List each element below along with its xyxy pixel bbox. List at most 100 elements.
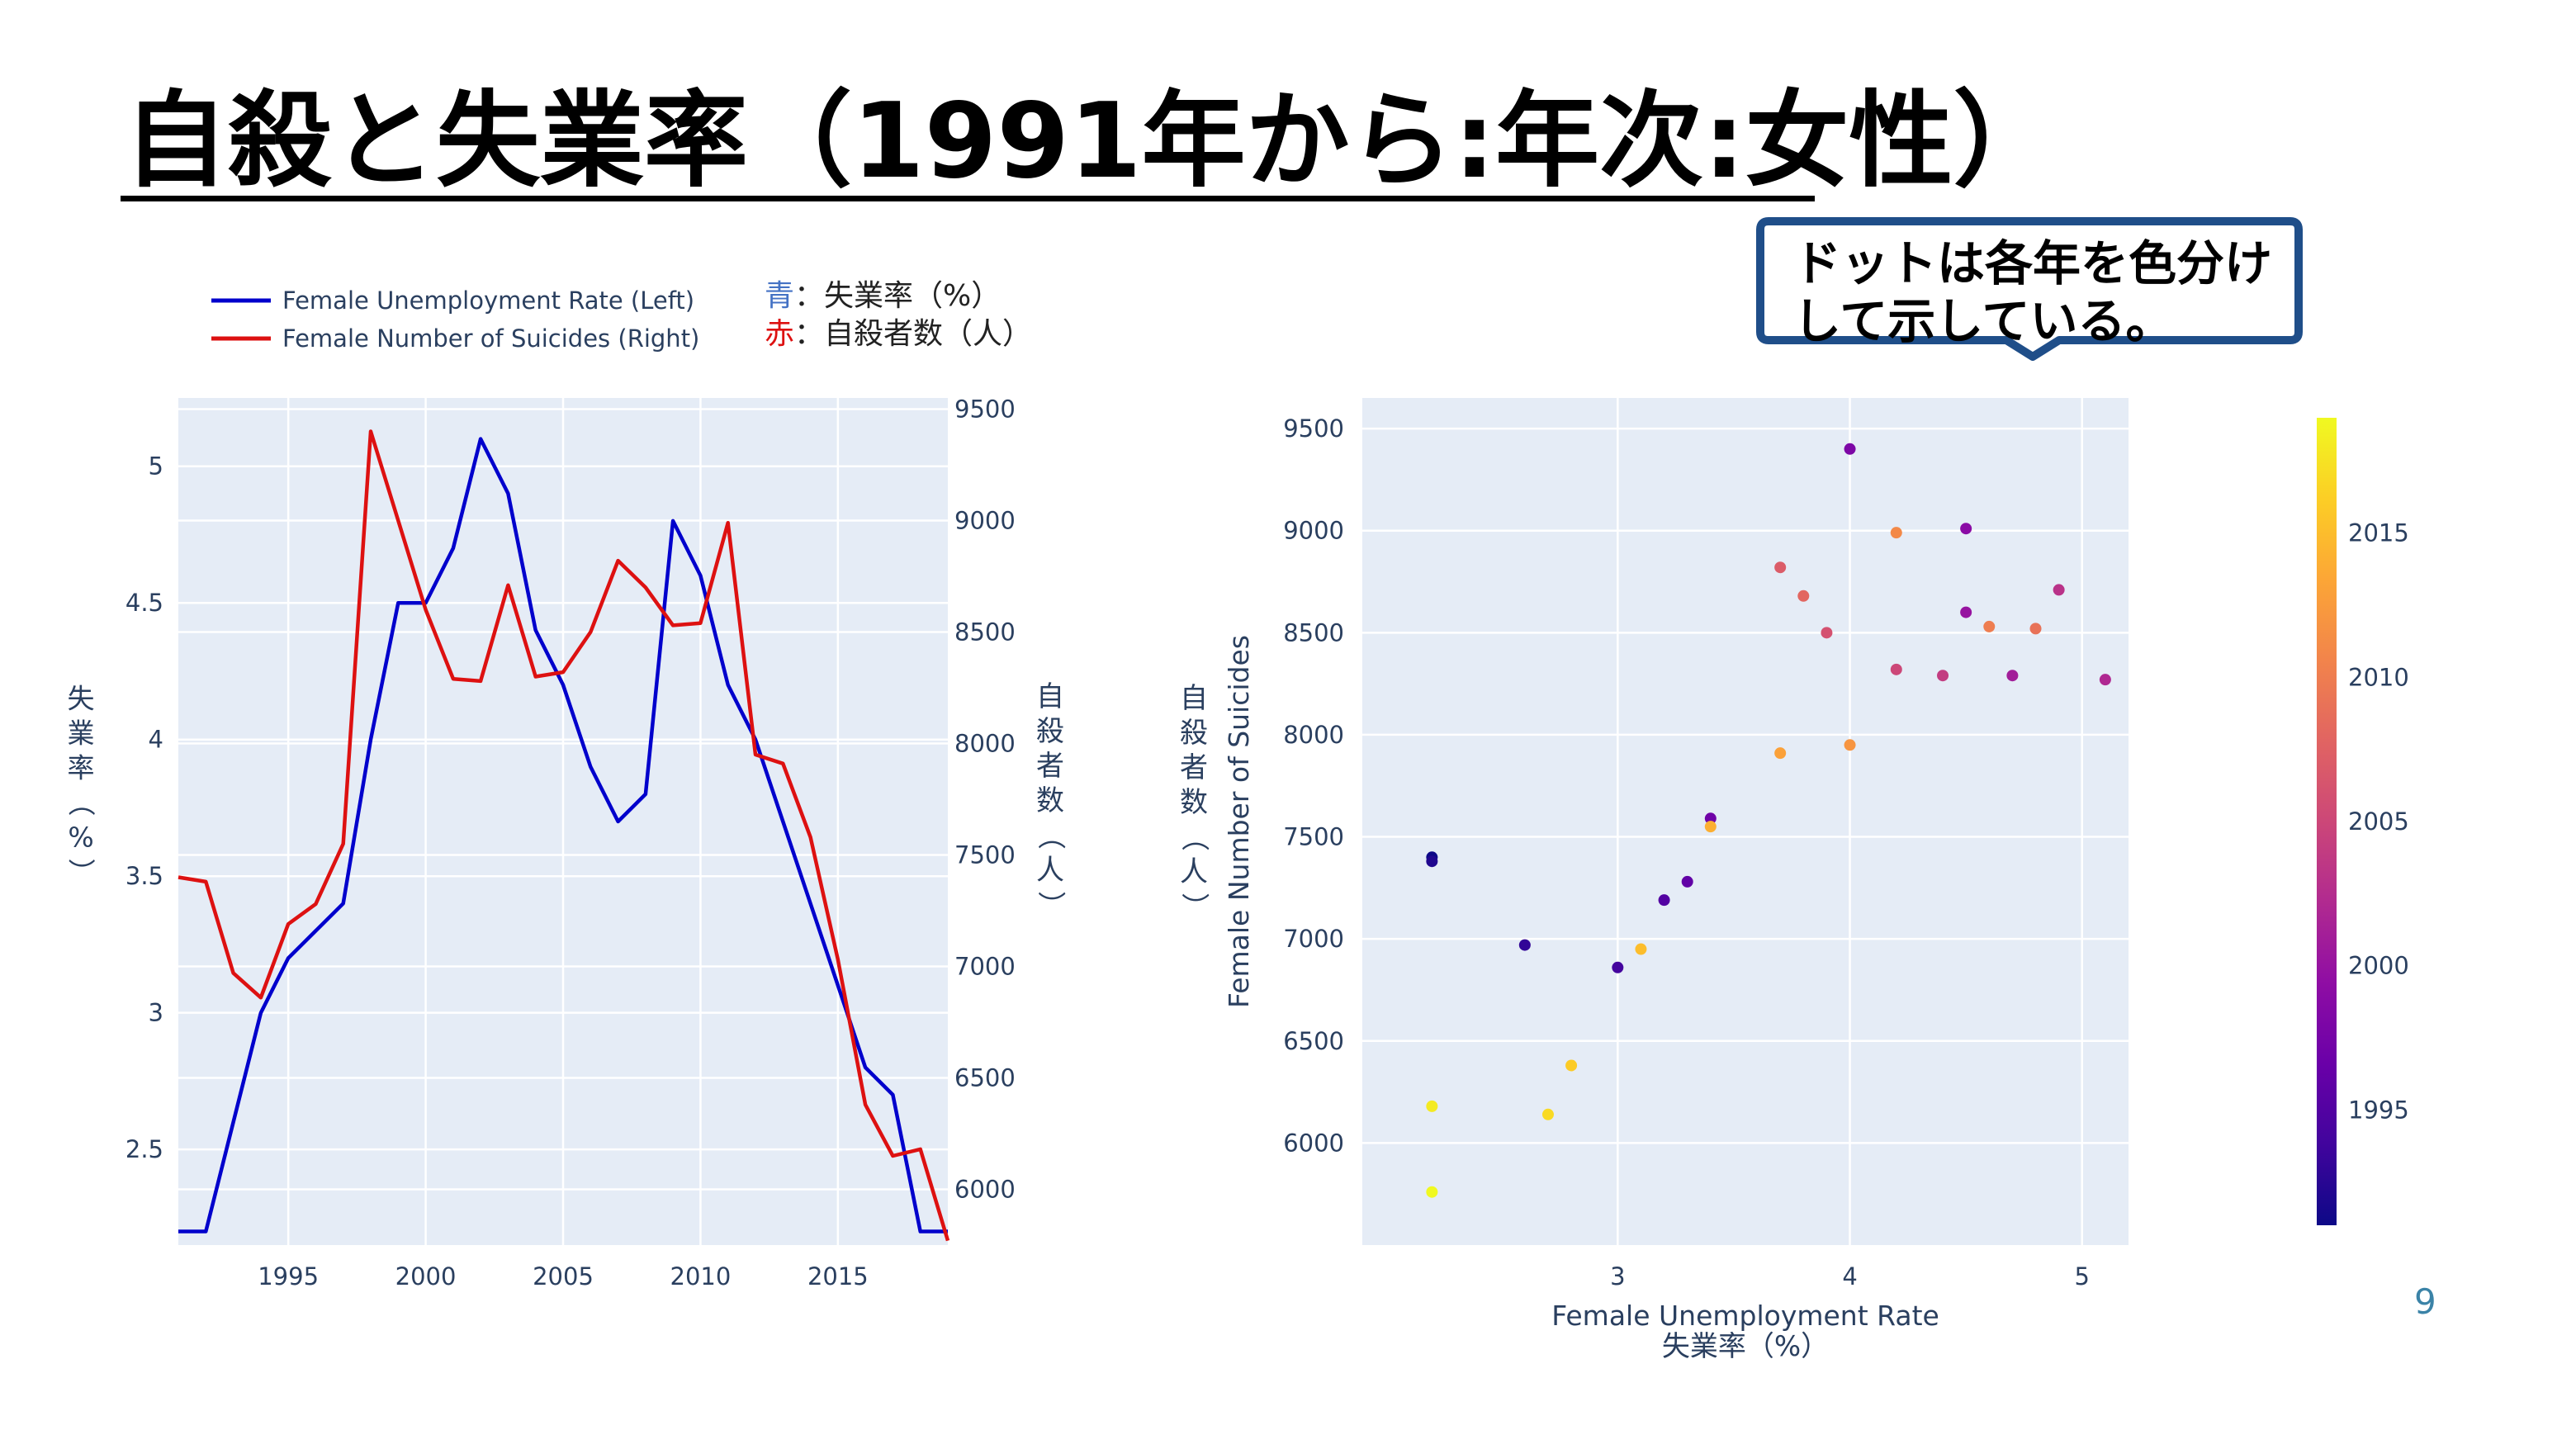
- y-left-axis-label-char: ）: [65, 859, 97, 886]
- y-right-tick-label: 7500: [954, 841, 1016, 869]
- annotation-red-text: ：自殺者数（人）: [794, 317, 1032, 351]
- scatter-point: [1426, 855, 1438, 868]
- annotation-red-key: 赤: [765, 317, 794, 351]
- x-tick-label: 2015: [807, 1262, 869, 1290]
- y-right-axis-label-char: 殺: [1036, 715, 1064, 748]
- x-tick-label: 4: [1842, 1262, 1857, 1290]
- y-right-tick-label: 7000: [954, 953, 1016, 981]
- y-axis-sublabel-char: ）: [1177, 893, 1210, 921]
- y-right-tick-label: 8500: [954, 618, 1016, 646]
- y-right-tick-label: 6500: [954, 1064, 1016, 1092]
- x-tick-label: 2000: [395, 1262, 457, 1290]
- scatter-point: [1960, 523, 1972, 535]
- y-left-axis-label-char: %: [68, 822, 93, 854]
- y-left-tick-label: 3.5: [125, 862, 163, 890]
- y-left-tick-label: 2.5: [125, 1135, 163, 1163]
- scatter-point: [1612, 961, 1624, 973]
- scatter-point: [1518, 939, 1531, 951]
- y-right-axis-label-char: （: [1034, 822, 1067, 850]
- y-right-tick-label: 9000: [954, 507, 1016, 535]
- y-left-tick-label: 5: [149, 452, 163, 481]
- annotation-blue: 青：失業率（%）: [765, 279, 1001, 313]
- scatter-point: [1983, 620, 1996, 632]
- page-number: 9: [2414, 1281, 2436, 1322]
- x-axis-label: Female Unemployment Rate: [1551, 1300, 1939, 1332]
- y-axis-sublabel-char: 者: [1180, 751, 1208, 784]
- scatter-point: [2053, 584, 2065, 596]
- legend-entry: Female Number of Suicides (Right): [282, 324, 699, 353]
- y-tick-label: 9500: [1283, 414, 1344, 443]
- annotation-blue-text: ：失業率（%）: [794, 279, 1001, 313]
- scatter-point: [1565, 1059, 1578, 1072]
- annotation-red: 赤：自殺者数（人）: [765, 317, 1032, 351]
- scatter-point: [1704, 812, 1717, 825]
- y-left-tick-label: 4: [149, 726, 163, 754]
- y-right-axis-label-char: ）: [1034, 891, 1067, 919]
- colorbar-tick-label: 1995: [2348, 1096, 2409, 1124]
- colorbar-tick-label: 2010: [2348, 663, 2409, 691]
- scatter-point: [1426, 1100, 1438, 1112]
- scatter-chart: 3 4 5 6000 6500 7000 7500 8000 8500 9000 9500 Femal…: [1177, 398, 2409, 1363]
- y-tick-label: 8500: [1283, 618, 1344, 646]
- y-right-axis-label-char: 者: [1036, 750, 1064, 783]
- y-right-tick-label: 6000: [954, 1176, 1016, 1204]
- scatter-point: [1658, 894, 1670, 907]
- y-left-tick-label: 3: [149, 999, 163, 1027]
- y-left-tick-label: 4.5: [125, 589, 163, 617]
- scatter-point: [1890, 527, 1902, 539]
- y-tick-label: 8000: [1283, 721, 1344, 749]
- y-right-axis-label-char: 数: [1036, 784, 1064, 817]
- x-tick-label: 2005: [533, 1262, 594, 1290]
- callout-box: [1756, 217, 2303, 361]
- y-axis-sublabel-char: 殺: [1180, 717, 1208, 750]
- y-axis-label: Female Number of Suicides: [1223, 635, 1255, 1008]
- scatter-point: [1844, 443, 1856, 455]
- x-tick-label: 3: [1610, 1262, 1625, 1290]
- y-tick-label: 7500: [1283, 823, 1344, 851]
- scatter-point: [1937, 670, 1949, 682]
- y-axis-sublabel-char: （: [1177, 823, 1210, 851]
- title-underline: [121, 196, 1815, 201]
- y-right-tick-label: 9500: [954, 395, 1016, 424]
- y-left-axis-label-char: （: [65, 789, 97, 817]
- scatter-point: [1890, 663, 1902, 675]
- scatter-point: [1821, 627, 1833, 639]
- colorbar-tick-label: 2015: [2348, 519, 2409, 547]
- colorbar: [2317, 418, 2337, 1225]
- scatter-point: [1797, 590, 1810, 602]
- y-tick-label: 6000: [1283, 1129, 1344, 1157]
- scatter-point: [1844, 739, 1856, 751]
- y-right-axis-label-char: 自: [1036, 680, 1064, 713]
- scatter-point: [2099, 674, 2111, 686]
- series-line-suicides: [178, 429, 950, 1242]
- colorbar-tick-label: 2005: [2348, 807, 2409, 836]
- scatter-point: [1774, 747, 1787, 760]
- x-tick-label: 2010: [670, 1262, 732, 1290]
- y-right-axis-label-char: 人: [1036, 854, 1064, 887]
- scatter-point: [1681, 875, 1693, 888]
- x-tick-label: 1995: [258, 1262, 319, 1290]
- x-tick-label: 5: [2075, 1262, 2090, 1290]
- slide-title: 自殺と失業率（1991年から:年次:女性）: [124, 80, 2057, 201]
- scatter-point: [2029, 623, 2042, 635]
- line-chart: 1995 2000 2005 2010 2015 2.5 3 3.5 4 4.5 5 6000 6500…: [65, 279, 1068, 1290]
- scatter-point: [1704, 821, 1717, 833]
- x-axis-sublabel: 失業率（%）: [1662, 1330, 1829, 1363]
- scatter-point: [1635, 943, 1647, 955]
- y-tick-label: 6500: [1283, 1027, 1344, 1055]
- y-axis-sublabel-char: 数: [1180, 786, 1208, 819]
- scatter-point: [2006, 670, 2019, 682]
- y-left-axis-label-char: 率: [68, 752, 95, 784]
- y-axis-sublabel-char: 自: [1180, 682, 1208, 715]
- scatter-point: [1541, 1108, 1554, 1120]
- y-right-tick-label: 8000: [954, 730, 1016, 758]
- callout-text: ドットは各年を色分けして示している。: [1793, 235, 2273, 349]
- y-left-axis-label-char: 業: [68, 717, 95, 750]
- legend-entry: Female Unemployment Rate (Left): [282, 286, 694, 315]
- y-tick-label: 9000: [1283, 517, 1344, 545]
- y-tick-label: 7000: [1283, 925, 1344, 953]
- y-left-axis-label-char: 失: [68, 683, 95, 715]
- scatter-point: [1774, 561, 1787, 574]
- annotation-blue-key: 青: [765, 279, 794, 313]
- colorbar-tick-label: 2000: [2348, 952, 2409, 980]
